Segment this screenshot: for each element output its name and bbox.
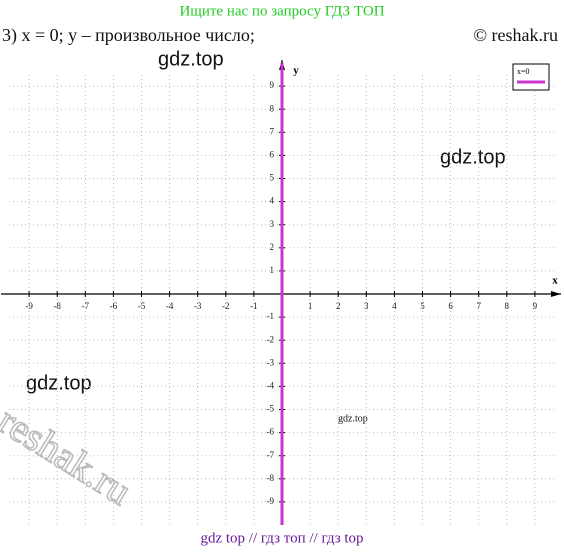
y-tick-label: -9: [267, 496, 275, 506]
y-tick-label: -3: [267, 357, 275, 367]
x-arrow: [551, 291, 561, 297]
y-tick-label: -1: [267, 311, 275, 321]
footer: gdz top // гдз топ // гдз top: [200, 530, 363, 546]
x-tick-label: -7: [82, 301, 90, 311]
x-tick-label: -5: [138, 301, 146, 311]
banner: Ищите нас по запросу ГДЗ ТОП: [179, 3, 384, 19]
watermark: gdz.top: [158, 48, 224, 70]
x-tick-label: 5: [420, 301, 425, 311]
x-tick-label: -1: [250, 301, 258, 311]
x-axis-label: x: [552, 275, 558, 287]
y-tick-label: 8: [270, 103, 275, 113]
y-tick-label: 2: [270, 242, 275, 252]
y-axis-label: y: [293, 65, 299, 77]
y-tick-label: 9: [270, 80, 275, 90]
task: 3) x = 0; y – произвольное число;: [2, 25, 255, 46]
x-tick-label: 1: [308, 301, 313, 311]
x-tick-label: -6: [110, 301, 118, 311]
x-tick-label: -3: [194, 301, 202, 311]
x-tick-label: 3: [364, 301, 369, 311]
x-tick-label: 6: [448, 301, 453, 311]
y-tick-label: 1: [270, 265, 275, 275]
y-tick-label: 4: [270, 196, 275, 206]
watermark: gdz.top: [338, 413, 368, 424]
y-tick-label: -2: [267, 334, 275, 344]
y-tick-label: -8: [267, 473, 275, 483]
y-tick-label: 3: [270, 219, 275, 229]
legend-label: x=0: [517, 67, 530, 76]
y-tick-label: 5: [270, 173, 275, 183]
x-tick-label: 9: [533, 301, 538, 311]
copyright: © reshak.ru: [473, 25, 558, 45]
legend-box: [512, 63, 550, 91]
x-tick-label: -4: [166, 301, 174, 311]
x-tick-label: 2: [336, 301, 341, 311]
y-tick-label: 7: [270, 126, 275, 136]
x-tick-label: -9: [25, 301, 33, 311]
x-tick-label: 4: [392, 301, 397, 311]
y-tick-label: -5: [267, 404, 275, 414]
y-tick-label: -4: [267, 380, 275, 390]
x-tick-label: -8: [53, 301, 61, 311]
x-tick-label: -2: [222, 301, 230, 311]
y-tick-label: 6: [270, 149, 275, 159]
y-tick-label: -6: [267, 427, 275, 437]
watermark: gdz.top: [440, 146, 506, 168]
y-tick-label: -7: [267, 450, 275, 460]
watermark: gdz.top: [26, 372, 92, 394]
x-tick-label: 8: [505, 301, 510, 311]
x-tick-label: 7: [476, 301, 481, 311]
